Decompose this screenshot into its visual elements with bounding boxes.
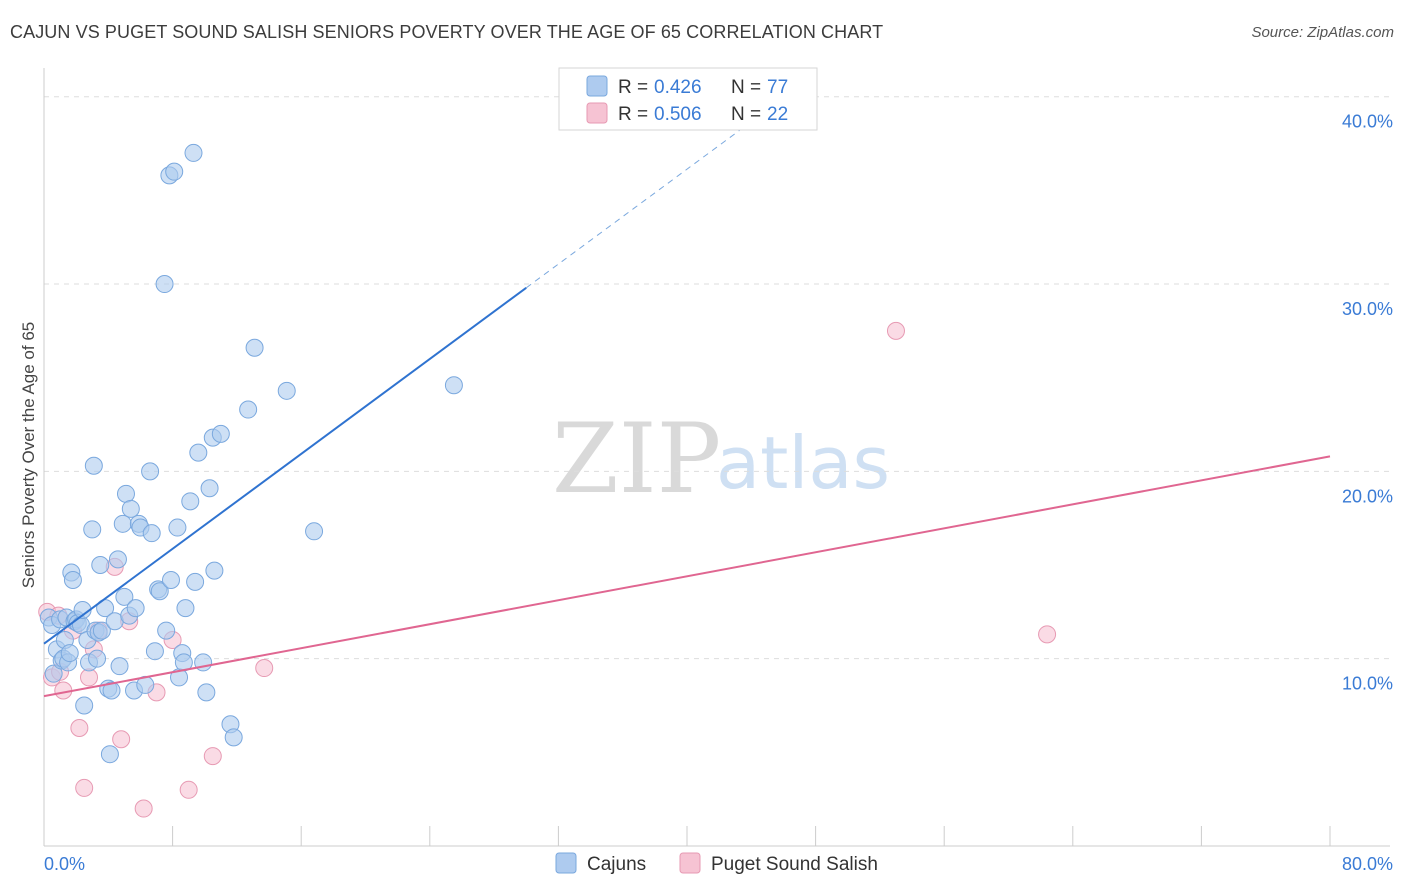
series-legend-swatch-salish [679, 852, 701, 874]
legend-swatch-cajuns [586, 75, 608, 97]
watermark: ZIP atlas [552, 403, 890, 515]
cajun-point [113, 514, 132, 533]
cajun-point [168, 518, 187, 537]
cajun-point [108, 550, 127, 569]
salish-point [255, 659, 274, 678]
salish-point [112, 730, 131, 749]
salish-point [886, 321, 905, 340]
cajun-point [115, 587, 134, 606]
cajun-point [444, 376, 463, 395]
legend-n-value-cajuns: 77 [767, 77, 788, 98]
cajun-point [88, 649, 107, 668]
source-label: Source: ZipAtlas.com [1251, 24, 1394, 41]
legend-r-label-cajuns: R = [618, 77, 648, 98]
cajun-point [157, 621, 176, 640]
cajun-point [155, 275, 174, 294]
x-tick-label-max: 80.0% [1342, 854, 1393, 874]
cajun-point [181, 492, 200, 511]
salish-point [179, 780, 198, 799]
cajun-point [277, 381, 296, 400]
watermark-atlas: atlas [716, 421, 890, 505]
cajun-point [197, 683, 216, 702]
salish-point [70, 718, 89, 737]
series-legend-label-cajuns: Cajuns [587, 854, 646, 875]
cajun-point [145, 642, 164, 661]
cajun-point [186, 572, 205, 591]
salish-points [38, 321, 1057, 818]
cajun-point [116, 484, 135, 503]
cajun-point [100, 745, 119, 764]
cajun-point [121, 499, 140, 518]
cajun-point [200, 479, 219, 498]
series-legend: Cajuns Puget Sound Salish [555, 852, 878, 875]
y-tick-labels: 10.0% 20.0% 30.0% 40.0% [1342, 112, 1393, 694]
cajun-point [60, 644, 79, 663]
cajun-point [141, 462, 160, 481]
cajun-point [224, 728, 243, 747]
x-tick-label-min: 0.0% [44, 854, 85, 874]
cajun-point [245, 338, 264, 357]
cajun-point [83, 520, 102, 539]
y-axis-label: Seniors Poverty Over the Age of 65 [19, 322, 38, 588]
legend-r-value-salish: 0.506 [654, 104, 702, 125]
cajun-point [165, 162, 184, 181]
cajun-point [142, 524, 161, 543]
cajun-point [63, 571, 82, 590]
chart-title: CAJUN VS PUGET SOUND SALISH SENIORS POVE… [10, 22, 884, 42]
salish-point [1038, 625, 1057, 644]
legend-n-label-cajuns: N = [731, 77, 761, 98]
y-tick-label: 30.0% [1342, 299, 1393, 319]
cajun-points [39, 143, 463, 764]
cajun-point [211, 424, 230, 443]
y-tick-label: 10.0% [1342, 674, 1393, 694]
cajun-point [92, 621, 111, 640]
cajun-point [75, 696, 94, 715]
cajun-point [184, 143, 203, 162]
series-legend-swatch-cajuns [555, 852, 577, 874]
salish-trend-line [43, 455, 1331, 698]
legend-r-value-cajuns: 0.426 [654, 77, 702, 98]
cajun-point [102, 681, 121, 700]
cajun-point [239, 400, 258, 419]
y-tick-label: 40.0% [1342, 112, 1393, 132]
grid-lines [44, 96, 1390, 660]
series-legend-label-salish: Puget Sound Salish [711, 854, 878, 875]
salish-point [75, 778, 94, 797]
cajun-point [110, 657, 129, 676]
watermark-zip: ZIP [552, 403, 721, 515]
cajun-point [126, 599, 145, 618]
cajun-trend-line-extension [525, 109, 768, 289]
legend-n-value-salish: 22 [767, 104, 788, 125]
cajun-point [161, 571, 180, 590]
y-tick-label: 20.0% [1342, 486, 1393, 506]
cajun-point [205, 561, 224, 580]
cajun-point [176, 599, 195, 618]
legend-n-label-salish: N = [731, 104, 761, 125]
cajun-trend-line [43, 286, 527, 645]
legend-r-label-salish: R = [618, 104, 648, 125]
legend-swatch-salish [586, 102, 608, 124]
salish-point [203, 747, 222, 766]
salish-point [134, 799, 153, 818]
cajun-point [150, 582, 169, 601]
cajun-point [305, 522, 324, 541]
correlation-legend: R = 0.426 N = 77 R = 0.506 N = 22 [558, 67, 818, 131]
cajun-point [189, 443, 208, 462]
cajun-point [84, 456, 103, 475]
cajun-point [91, 556, 110, 575]
salish-point [80, 668, 99, 687]
cajun-point [44, 664, 63, 683]
x-axis-ticks [43, 826, 1331, 846]
